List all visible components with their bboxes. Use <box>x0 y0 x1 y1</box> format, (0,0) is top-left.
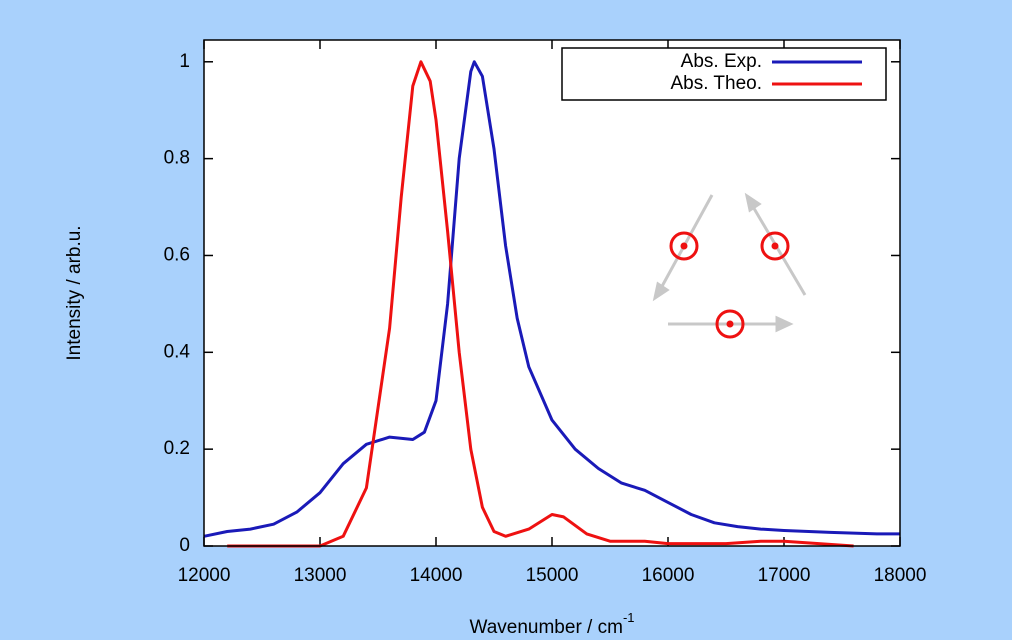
x-tick-label: 17000 <box>758 565 811 586</box>
y-tick-label: 0.8 <box>164 148 190 169</box>
y-tick-label: 0 <box>179 535 190 556</box>
y-tick-label: 1 <box>179 51 190 72</box>
x-tick-label: 12000 <box>178 565 231 586</box>
x-tick-label: 14000 <box>410 565 463 586</box>
y-tick-label: 0.2 <box>164 438 190 459</box>
legend-label: Abs. Exp. <box>681 51 762 72</box>
dipole-dot <box>680 242 688 250</box>
y-axis-label: Intensity / arb.u. <box>64 225 85 360</box>
y-tick-label: 0.6 <box>164 244 190 265</box>
plot-frame <box>203 39 901 547</box>
x-tick-label: 13000 <box>294 565 347 586</box>
arrow-head <box>775 315 794 333</box>
inset-diagram <box>652 192 807 339</box>
x-tick-label: 18000 <box>874 565 927 586</box>
dipole-dot <box>726 320 734 328</box>
arrow <box>750 204 807 296</box>
y-tick-label: 0.4 <box>164 341 191 362</box>
x-tick-label: 16000 <box>642 565 695 586</box>
plot-area <box>204 40 900 546</box>
dipole <box>669 231 699 261</box>
dipole <box>715 309 745 339</box>
arrow <box>658 194 714 291</box>
dipole-dot <box>771 242 779 250</box>
arrow-head <box>744 192 762 213</box>
x-axis-label-superscript: -1 <box>623 610 635 625</box>
legend-label: Abs. Theo. <box>670 73 762 94</box>
x-axis-label: Wavenumber / cm-1 <box>469 610 634 638</box>
arrow-head <box>652 281 670 302</box>
series-line <box>203 60 900 538</box>
x-axis-label-main: Wavenumber / cm <box>469 617 622 638</box>
x-tick-label: 15000 <box>526 565 579 586</box>
legend-box <box>561 47 887 101</box>
dipole <box>760 231 790 261</box>
series-line <box>227 60 854 548</box>
